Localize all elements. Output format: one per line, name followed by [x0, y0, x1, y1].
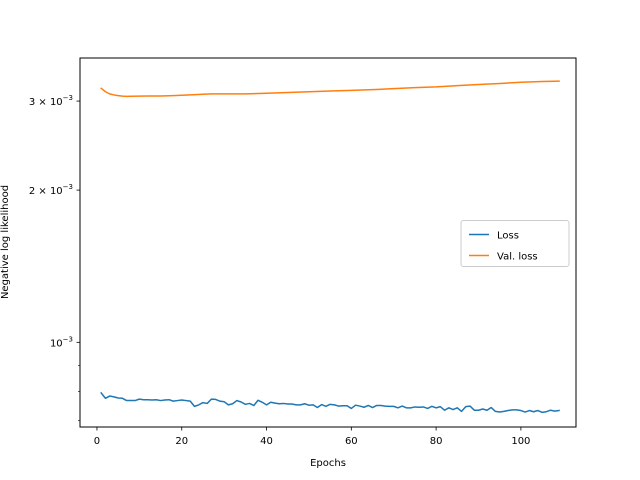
- x-tick-label: 0: [94, 436, 100, 447]
- y-tick-label: 10−3: [50, 335, 73, 349]
- x-tick-label: 80: [430, 436, 443, 447]
- x-tick-label: 40: [260, 436, 273, 447]
- legend-entry-label: Loss: [497, 231, 519, 242]
- x-tick-label: 60: [345, 436, 358, 447]
- x-axis: 0 20 40 60 80 100: [94, 427, 530, 447]
- x-tick-label: 20: [175, 436, 188, 447]
- y-tick-label: 3 × 10−3: [29, 94, 73, 108]
- plot-area: [100, 80, 560, 414]
- y-axis: 10−3 2 × 10−3 3 × 10−3: [29, 94, 80, 421]
- x-axis-label: Epochs: [310, 458, 346, 469]
- legend: Loss Val. loss: [460, 220, 570, 267]
- y-tick-label: 2 × 10−3: [29, 183, 73, 197]
- series-line-2: [100, 80, 560, 98]
- series-line-1: [100, 391, 560, 414]
- y-axis-label: Negative log likelihood: [0, 185, 11, 299]
- axes-frame: [79, 57, 577, 428]
- legend-entry-label: Val. loss: [497, 252, 538, 263]
- x-tick-label: 100: [511, 436, 530, 447]
